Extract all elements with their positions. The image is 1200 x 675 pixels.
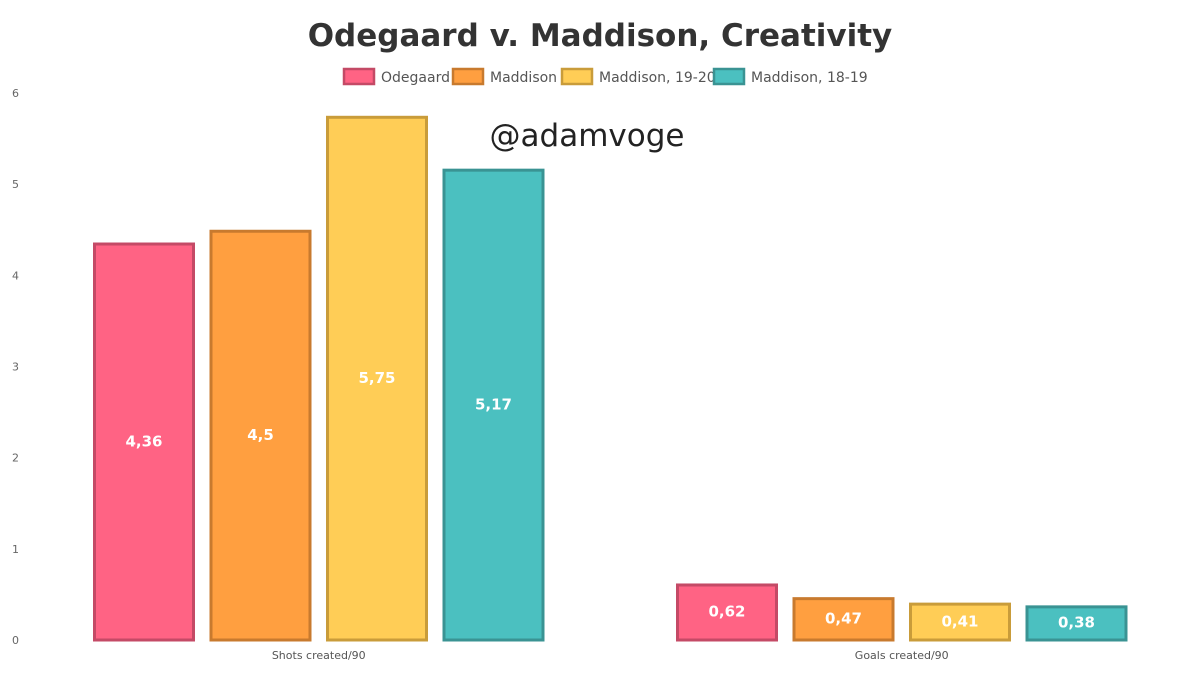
y-tick-label: 3 — [12, 361, 19, 374]
data-label: 0,47 — [825, 610, 862, 628]
bar-maddison — [209, 229, 312, 642]
legend-label: Odegaard — [381, 70, 450, 86]
data-label: 0,62 — [708, 603, 745, 621]
legend-swatch — [451, 67, 485, 86]
data-label: 4,5 — [247, 426, 274, 444]
bar-maddison — [792, 597, 895, 642]
bar-odegaard — [93, 242, 195, 642]
chart-title: Odegaard v. Maddison, Creativity — [308, 18, 893, 54]
y-tick-label: 5 — [12, 178, 19, 191]
y-tick-label: 1 — [12, 543, 19, 556]
bar-maddison-19-20 — [909, 602, 1011, 642]
data-label: 0,41 — [941, 612, 978, 630]
bar-maddison-18-19 — [442, 168, 545, 642]
y-tick-label: 6 — [12, 87, 19, 100]
legend-swatch — [712, 67, 746, 86]
legend: Odegaard Maddison Maddison, 19-20 Maddison,… — [342, 67, 868, 86]
bar-maddison-19-20 — [326, 115, 428, 642]
data-label: 5,75 — [358, 369, 395, 387]
legend-label: Maddison, 19-20 — [599, 70, 716, 86]
y-tick-label: 4 — [12, 269, 19, 282]
y-axis: 0 1 2 3 4 5 6 — [12, 87, 19, 647]
data-label: 0,38 — [1058, 614, 1095, 632]
y-tick-label: 0 — [12, 634, 19, 647]
x-category-label: Goals created/90 — [855, 649, 949, 662]
data-label: 5,17 — [475, 395, 512, 413]
y-tick-label: 2 — [12, 452, 19, 465]
legend-swatch — [560, 67, 594, 86]
x-category-label: Shots created/90 — [272, 649, 366, 662]
bar-odegaard — [676, 583, 778, 642]
bar-maddison-18-19 — [1025, 605, 1128, 642]
legend-label: Maddison, 18-19 — [751, 70, 868, 86]
watermark: @adamvoge — [490, 118, 685, 154]
x-axis: Shots created/90 Goals created/90 — [272, 649, 949, 662]
legend-swatch — [342, 67, 376, 86]
legend-label: Maddison — [490, 70, 557, 86]
bars: 4,36 4,5 5,75 5,17 0,62 0,47 0,41 0,38 — [93, 115, 1128, 642]
data-label: 4,36 — [125, 432, 162, 450]
